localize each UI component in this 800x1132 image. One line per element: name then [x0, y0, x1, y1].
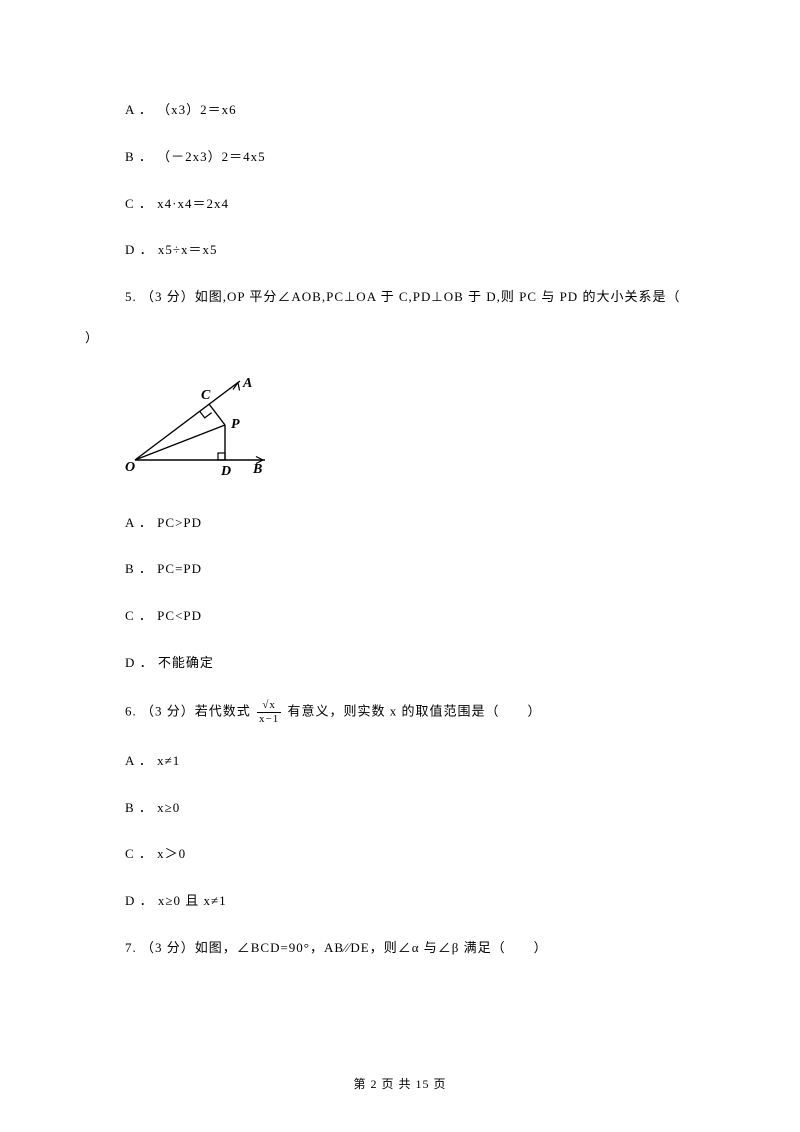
- q4-option-d: D ． x5÷x＝x5: [85, 240, 715, 261]
- q6-option-a: A ． x≠1: [85, 751, 715, 772]
- figure-label-o: O: [125, 460, 136, 475]
- q7-stem: 7. （3 分）如图，∠BCD=90°，AB∕∕DE，则∠α 与∠β 满足（ ）: [85, 938, 715, 959]
- figure-label-a: A: [242, 376, 253, 391]
- q6-option-b: B ． x≥0: [85, 798, 715, 819]
- q4-option-a: A ． （x3）2＝x6: [85, 100, 715, 121]
- figure-label-b: B: [252, 462, 263, 477]
- figure-label-c: C: [201, 388, 211, 403]
- q5-option-d: D ． 不能确定: [85, 653, 715, 674]
- page-footer: 第 2 页 共 15 页: [0, 1075, 800, 1092]
- q6-stem-post: 有意义，则实数 x 的取值范围是（ ）: [283, 703, 541, 718]
- figure-label-d: D: [220, 464, 232, 479]
- q6-frac-num: √x: [257, 700, 281, 712]
- q5-stem: 5. （3 分）如图,OP 平分∠AOB,PC⊥OA 于 C,PD⊥OB 于 D…: [85, 287, 715, 308]
- q6-frac-den: x−1: [257, 712, 281, 725]
- q5-stem-end: ）: [85, 328, 715, 349]
- q5-option-b: B ． PC=PD: [85, 559, 715, 580]
- q4-option-b: B ． （－2x3）2＝4x5: [85, 147, 715, 168]
- q6-stem: 6. （3 分）若代数式 √xx−1 有意义，则实数 x 的取值范围是（ ）: [85, 700, 715, 725]
- q6-option-d: D ． x≥0 且 x≠1: [85, 891, 715, 912]
- page-content: A ． （x3）2＝x6 B ． （－2x3）2＝4x5 C ． x4·x4＝2…: [85, 100, 715, 959]
- q6-stem-pre: 6. （3 分）若代数式: [125, 703, 255, 718]
- q5-figure: O A B C D P: [85, 375, 715, 487]
- q5-option-a: A ． PC>PD: [85, 513, 715, 534]
- q6-fraction: √xx−1: [257, 700, 281, 725]
- q4-option-c: C ． x4·x4＝2x4: [85, 194, 715, 215]
- q5-option-c: C ． PC<PD: [85, 606, 715, 627]
- q6-option-c: C ． x＞0: [85, 844, 715, 865]
- figure-label-p: P: [231, 417, 241, 432]
